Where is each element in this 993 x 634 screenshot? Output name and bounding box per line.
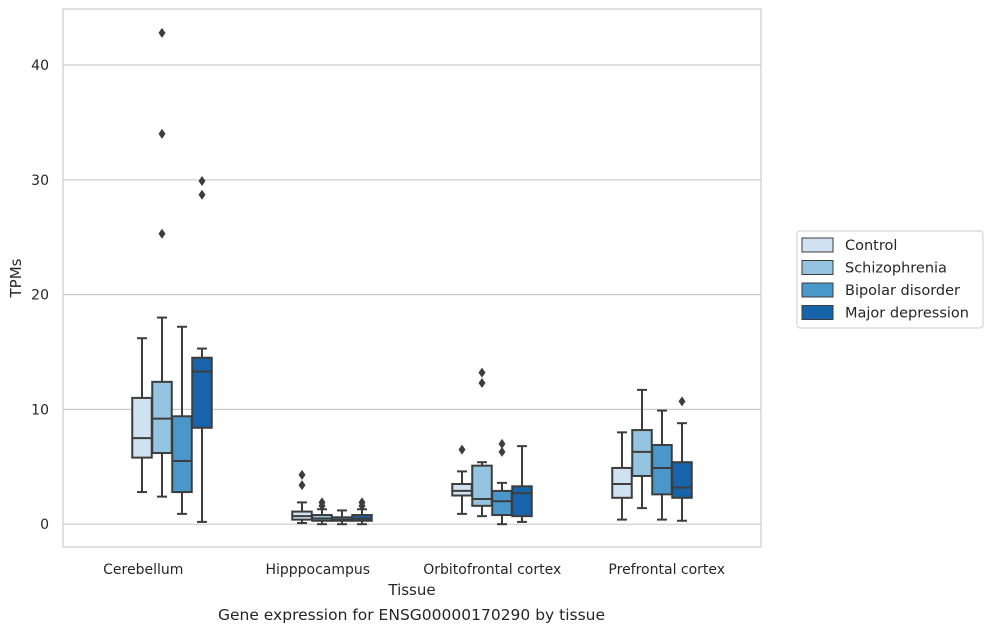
box-group <box>451 444 473 515</box>
outlier-point <box>358 497 366 508</box>
legend-frame <box>796 230 984 329</box>
box <box>671 461 693 499</box>
y-tick-label: 30 <box>31 173 49 189</box>
legend: Control Schizophrenia Bipolar disorder Majo… <box>796 230 984 329</box>
box-group <box>651 409 673 521</box>
box <box>511 485 533 518</box>
box-group <box>631 388 653 510</box>
x-tick-label: Orbitofrontal cortex <box>423 562 561 578</box>
y-tick-labels: 0 10 20 30 40 <box>31 58 49 533</box>
box-group <box>511 445 533 523</box>
outlier-point <box>158 27 166 38</box>
legend-swatch <box>801 260 834 275</box>
box-group <box>151 27 173 498</box>
box <box>131 396 153 459</box>
y-axis-label: TPMs <box>7 258 25 298</box>
y-tick-label: 20 <box>31 288 49 304</box>
outlier-point <box>158 228 166 239</box>
x-tick-labels: Cerebellum Hipppocampus Orbitofrontal cort… <box>103 562 725 578</box>
legend-swatch <box>801 237 834 253</box>
box-group <box>171 325 193 515</box>
box-group <box>671 396 693 522</box>
x-tick-label: Hipppocampus <box>265 562 370 578</box>
outlier-point <box>478 377 486 388</box>
outlier-point <box>298 469 306 480</box>
box <box>471 464 493 507</box>
outlier-point <box>298 480 306 491</box>
box <box>171 415 193 494</box>
box-group <box>291 469 313 525</box>
x-tick-label: Cerebellum <box>103 562 183 578</box>
box-group <box>611 431 633 521</box>
y-tick-label: 40 <box>31 58 49 74</box>
y-tick-label: 10 <box>31 402 49 418</box>
box-group <box>491 438 513 526</box>
outlier-point <box>498 446 506 457</box>
legend-swatch <box>801 305 834 320</box>
legend-label: Schizophrenia <box>845 261 947 277</box>
box <box>191 356 213 429</box>
legend-label: Control <box>845 238 897 254</box>
chart-caption: Gene expression for ENSG00000170290 by t… <box>217 606 606 624</box>
outlier-point <box>478 367 486 378</box>
box <box>491 489 513 517</box>
legend-label: Major depression <box>845 306 969 322</box>
plot-frame <box>62 8 762 548</box>
outlier-point <box>678 396 686 407</box>
box-group <box>471 367 493 518</box>
y-gridlines <box>63 64 761 525</box>
box <box>651 443 673 496</box>
outlier-point <box>158 128 166 139</box>
outlier-point <box>198 175 206 186</box>
legend-swatch <box>801 282 834 298</box>
y-tick-label: 0 <box>40 517 49 533</box>
box-group <box>331 509 353 526</box>
box <box>631 429 653 477</box>
box <box>611 466 633 499</box>
legend-label: Bipolar disorder <box>845 283 960 299</box>
outlier-point <box>498 438 506 449</box>
outlier-point <box>318 497 326 508</box>
x-axis-label: Tissue <box>387 581 435 599</box>
box-group <box>351 497 373 526</box>
outlier-point <box>198 189 206 200</box>
box-group <box>191 175 213 523</box>
x-tick-label: Prefrontal cortex <box>608 562 725 578</box>
box-group <box>311 497 333 526</box>
outlier-point <box>458 444 466 455</box>
boxes <box>131 27 693 526</box>
box-group <box>131 337 153 494</box>
box <box>151 380 173 455</box>
box <box>451 483 473 497</box>
